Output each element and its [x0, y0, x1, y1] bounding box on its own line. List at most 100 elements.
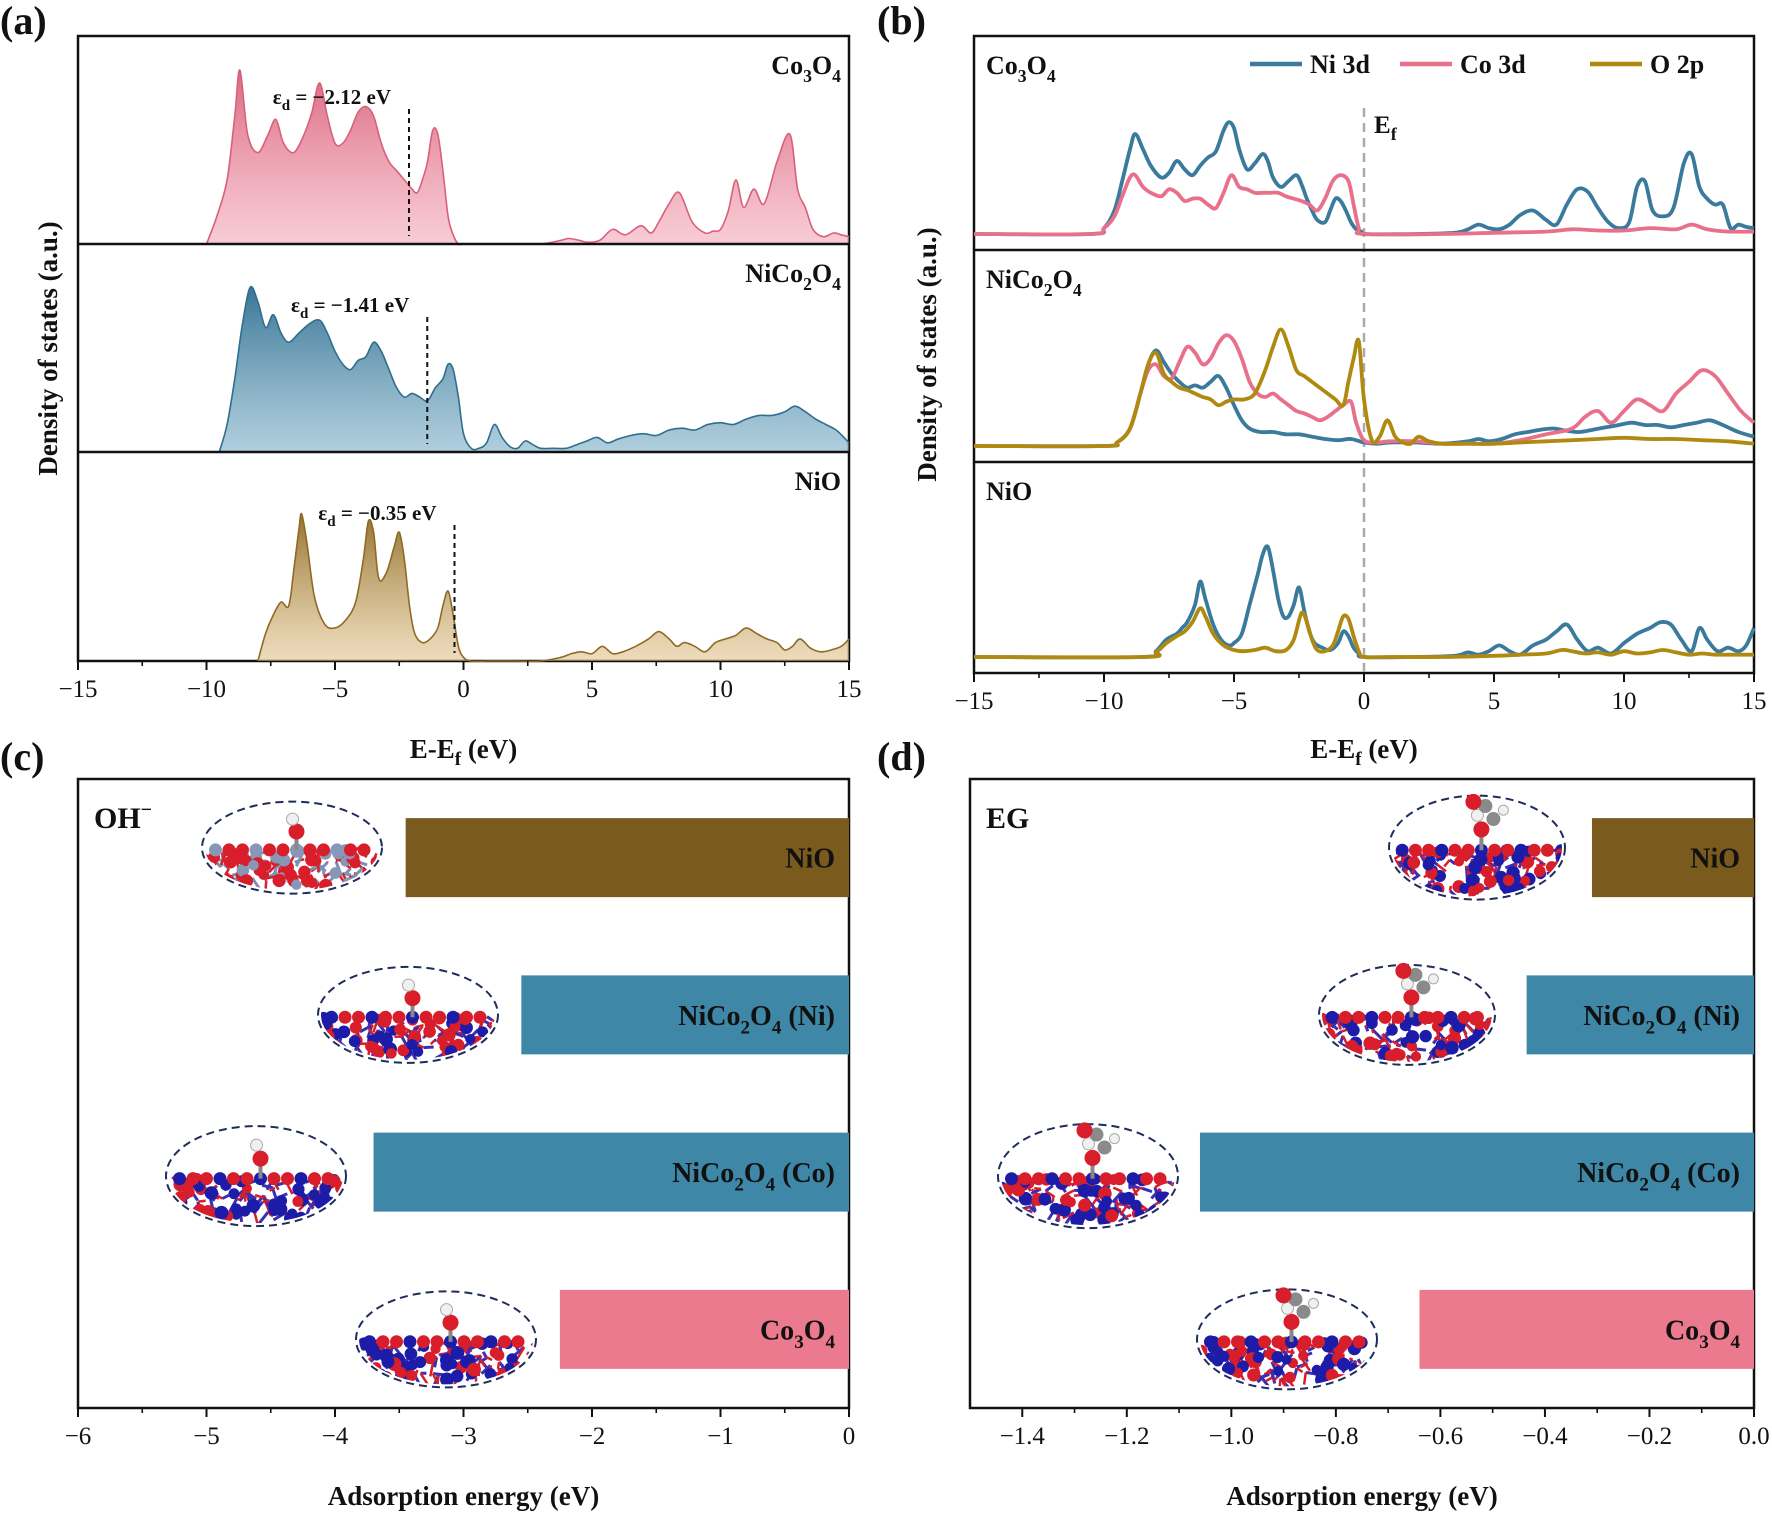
bar-nico2-co- — [373, 1132, 849, 1212]
adsorbate-carbon — [1416, 980, 1431, 995]
formula-main: O — [1709, 1315, 1731, 1346]
bond — [1322, 1039, 1330, 1047]
bond — [479, 1052, 489, 1060]
bond — [1300, 1362, 1309, 1369]
surface-slab — [352, 1335, 533, 1385]
atom — [478, 1047, 490, 1058]
surface-atom — [365, 1010, 379, 1024]
bond — [219, 853, 227, 866]
surface-atom — [1422, 843, 1436, 857]
bond — [1388, 864, 1389, 871]
bond — [478, 1357, 486, 1367]
x-axis-label: E-Ef (eV) — [1310, 734, 1418, 770]
surface-atom — [484, 1335, 498, 1349]
bond — [1536, 863, 1546, 867]
formula-main: O — [1027, 51, 1047, 80]
formula-sub: 4 — [1073, 280, 1082, 300]
bond — [485, 1355, 493, 1362]
bar-co3 — [559, 1289, 849, 1369]
bond — [341, 1194, 343, 1202]
bond — [1159, 1204, 1168, 1215]
bond — [423, 1045, 434, 1050]
formula-sub: 4 — [832, 274, 841, 294]
bond — [1172, 1212, 1175, 1226]
bond — [1061, 1212, 1074, 1226]
bond — [258, 1210, 270, 1224]
surface-atom — [227, 1172, 240, 1186]
surface-atom — [1378, 1010, 1392, 1024]
d-band-center-label: εd = −1.41 eV — [291, 293, 409, 322]
bond — [373, 876, 379, 881]
x-label-main: Adsorption energy (eV) — [328, 1481, 599, 1511]
atom — [308, 1189, 320, 1201]
atom — [1486, 1051, 1492, 1062]
bond — [359, 1375, 361, 1382]
bond — [1405, 1055, 1412, 1062]
surface-atom — [263, 843, 276, 857]
bond — [1392, 865, 1393, 872]
surface-atom — [1527, 843, 1541, 857]
x-tick-label: −15 — [58, 676, 97, 703]
pdos-line-ni-3d — [973, 544, 1756, 660]
formula-main: O — [750, 1001, 772, 1032]
bond — [1165, 1201, 1175, 1207]
atom — [1337, 1357, 1351, 1371]
bond — [1065, 1189, 1075, 1196]
bond — [1337, 1019, 1346, 1029]
bond — [1131, 1185, 1139, 1197]
surface-atom — [222, 843, 236, 857]
adsorbate-oxygen — [1076, 1122, 1093, 1139]
bond — [367, 1370, 371, 1374]
surface-atom — [1032, 1172, 1045, 1186]
surface-atom — [267, 1172, 281, 1186]
formula-sub: 2 — [1044, 280, 1053, 300]
bond — [169, 1208, 171, 1213]
atom — [1501, 882, 1515, 896]
atom — [1311, 1364, 1323, 1376]
row-title: NiCo2O4 — [745, 259, 841, 294]
bond — [210, 876, 217, 885]
atom — [1465, 873, 1480, 888]
bond — [352, 1370, 356, 1373]
atom — [328, 1210, 340, 1221]
bond — [363, 875, 378, 888]
bar-nio — [1591, 818, 1754, 898]
atom — [268, 1203, 282, 1217]
bond — [1548, 877, 1558, 883]
atom — [306, 877, 318, 889]
atom — [360, 1371, 373, 1384]
adsorbate-carbon — [1097, 1140, 1112, 1155]
dos-area-nio — [257, 513, 849, 662]
bond — [1464, 855, 1472, 863]
atom — [406, 1369, 418, 1382]
bond — [1370, 1028, 1375, 1034]
y-axis-label: Density of states (a.u.) — [912, 227, 942, 481]
adsorption-structure-inset — [997, 1122, 1179, 1230]
atom — [291, 879, 302, 890]
fermi-sub: f — [1391, 124, 1398, 144]
surface-atom — [1391, 1010, 1405, 1024]
bond — [1364, 1026, 1370, 1032]
surface-atom — [1072, 1172, 1086, 1186]
bond — [1034, 1186, 1042, 1191]
bar-nico2-co- — [1199, 1132, 1754, 1212]
surface-atom — [433, 1010, 446, 1024]
x-label-main: Adsorption energy (eV) — [1226, 1481, 1497, 1511]
atom — [1284, 1371, 1296, 1384]
bond — [324, 1047, 335, 1060]
atom — [1228, 1349, 1241, 1362]
atom — [1001, 1212, 1011, 1224]
surface-atom — [330, 843, 344, 857]
atom — [1105, 1209, 1119, 1223]
pdos-line-ni-3d — [973, 120, 1755, 237]
surface-atom — [352, 1010, 365, 1024]
atom — [516, 1369, 530, 1383]
bond — [214, 879, 223, 888]
bond — [481, 1351, 488, 1358]
bond — [359, 1367, 366, 1377]
atom — [1329, 1050, 1341, 1062]
legend-label: O 2p — [1650, 50, 1704, 79]
d-band-center-label: εd = −0.35 eV — [318, 501, 436, 530]
bond — [1363, 1368, 1369, 1375]
